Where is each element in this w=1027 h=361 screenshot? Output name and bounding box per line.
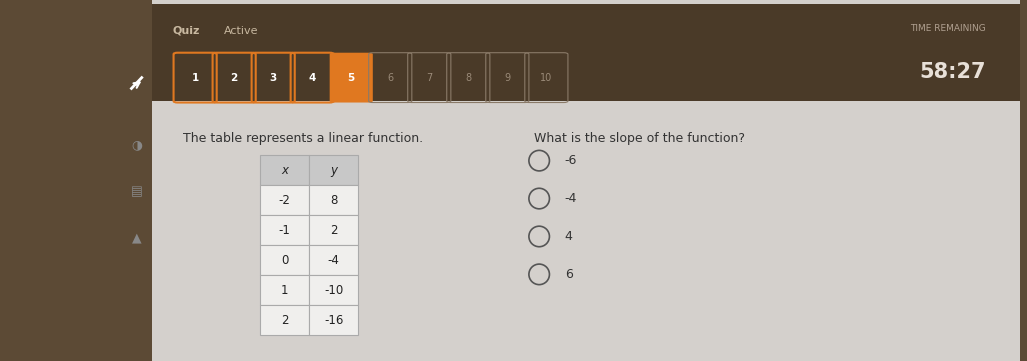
- Text: The table represents a linear function.: The table represents a linear function.: [183, 132, 423, 145]
- FancyBboxPatch shape: [152, 0, 1020, 361]
- FancyBboxPatch shape: [309, 245, 358, 275]
- Text: Quiz: Quiz: [173, 26, 200, 36]
- Text: 2: 2: [280, 313, 289, 327]
- FancyBboxPatch shape: [260, 215, 309, 245]
- Text: 1: 1: [280, 283, 289, 297]
- FancyBboxPatch shape: [309, 155, 358, 185]
- FancyBboxPatch shape: [260, 245, 309, 275]
- Text: x: x: [281, 164, 288, 177]
- Text: 10: 10: [540, 73, 553, 83]
- Text: 6: 6: [387, 73, 393, 83]
- FancyBboxPatch shape: [309, 185, 358, 215]
- Text: ▤: ▤: [130, 185, 143, 198]
- Text: What is the slope of the function?: What is the slope of the function?: [534, 132, 745, 145]
- Text: 6: 6: [565, 268, 573, 281]
- FancyBboxPatch shape: [260, 155, 309, 185]
- Text: -2: -2: [278, 193, 291, 207]
- FancyBboxPatch shape: [309, 305, 358, 335]
- Text: 8: 8: [330, 193, 338, 207]
- Text: -1: -1: [278, 223, 291, 237]
- Text: 3: 3: [269, 73, 277, 83]
- Text: -6: -6: [565, 154, 577, 167]
- Text: Active: Active: [224, 26, 259, 36]
- FancyBboxPatch shape: [330, 53, 373, 103]
- FancyBboxPatch shape: [309, 275, 358, 305]
- Text: 7: 7: [426, 73, 432, 83]
- FancyBboxPatch shape: [260, 275, 309, 305]
- Text: -4: -4: [328, 253, 340, 267]
- Text: 4: 4: [565, 230, 573, 243]
- Text: 9: 9: [504, 73, 510, 83]
- Text: 1: 1: [191, 73, 199, 83]
- Text: 0: 0: [280, 253, 289, 267]
- Text: 8: 8: [465, 73, 471, 83]
- Text: 2: 2: [230, 73, 238, 83]
- FancyBboxPatch shape: [260, 305, 309, 335]
- Text: 5: 5: [347, 73, 355, 83]
- Text: 2: 2: [330, 223, 338, 237]
- Text: y: y: [331, 164, 337, 177]
- Text: ▲: ▲: [131, 232, 142, 245]
- Text: ◑: ◑: [131, 138, 142, 151]
- Text: TIME REMAINING: TIME REMAINING: [910, 25, 986, 33]
- Text: -10: -10: [325, 283, 343, 297]
- FancyBboxPatch shape: [260, 185, 309, 215]
- Text: -16: -16: [325, 313, 343, 327]
- FancyBboxPatch shape: [309, 215, 358, 245]
- Text: 4: 4: [308, 73, 316, 83]
- FancyBboxPatch shape: [152, 4, 1020, 101]
- Text: -4: -4: [565, 192, 577, 205]
- Text: 58:27: 58:27: [919, 62, 986, 82]
